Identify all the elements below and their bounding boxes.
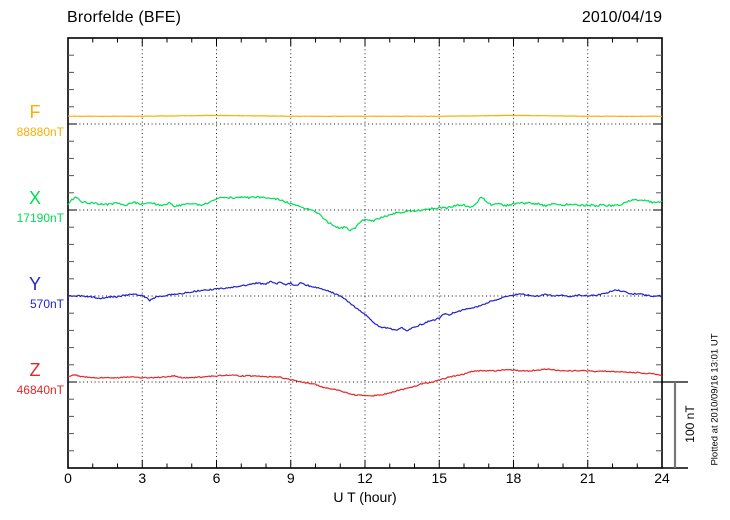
x-tick-label: 6 [212, 470, 221, 486]
scale-bar [662, 381, 688, 469]
trace-label-y: Y 570nT [6, 275, 64, 311]
plotted-at-note: Plotted at 2010/09/16 13:01 UT [709, 333, 721, 466]
trace-name-z: Z [29, 360, 41, 380]
trace-F [68, 114, 663, 118]
trace-baseline-value-y: 570nT [29, 297, 64, 311]
station-title: Brorfelde (BFE) [67, 9, 182, 26]
trace-name-f: F [29, 102, 41, 122]
trace-name-y: Y [28, 274, 41, 294]
grid-lines [68, 38, 662, 468]
trace-label-f: F 88880nT [6, 103, 64, 139]
scale-bar-label: 100 nT [683, 405, 697, 443]
x-tick-label: 3 [138, 470, 147, 486]
x-tick-label: 0 [64, 470, 72, 486]
trace-baseline-value-f: 88880nT [16, 125, 64, 139]
x-tick-label: 15 [431, 470, 448, 486]
date-label: 2010/04/19 [581, 9, 662, 26]
trace-baseline-value-z: 46840nT [16, 383, 64, 397]
trace-Y [67, 280, 663, 332]
x-tick-label: 24 [654, 470, 670, 486]
x-tick-label: 21 [579, 470, 596, 486]
trace-baseline-value-x: 17190nT [16, 211, 64, 225]
trace-label-x: X 17190nT [6, 189, 64, 225]
trace-X [67, 195, 663, 232]
x-axis-title: U T (hour) [333, 489, 397, 505]
trace-Z [67, 368, 663, 397]
x-tick-label: 12 [357, 470, 373, 486]
trace-name-x: X [28, 188, 41, 208]
x-tick-label: 9 [286, 470, 295, 486]
trace-label-z: Z 46840nT [6, 361, 64, 397]
x-tick-label: 18 [505, 470, 522, 486]
